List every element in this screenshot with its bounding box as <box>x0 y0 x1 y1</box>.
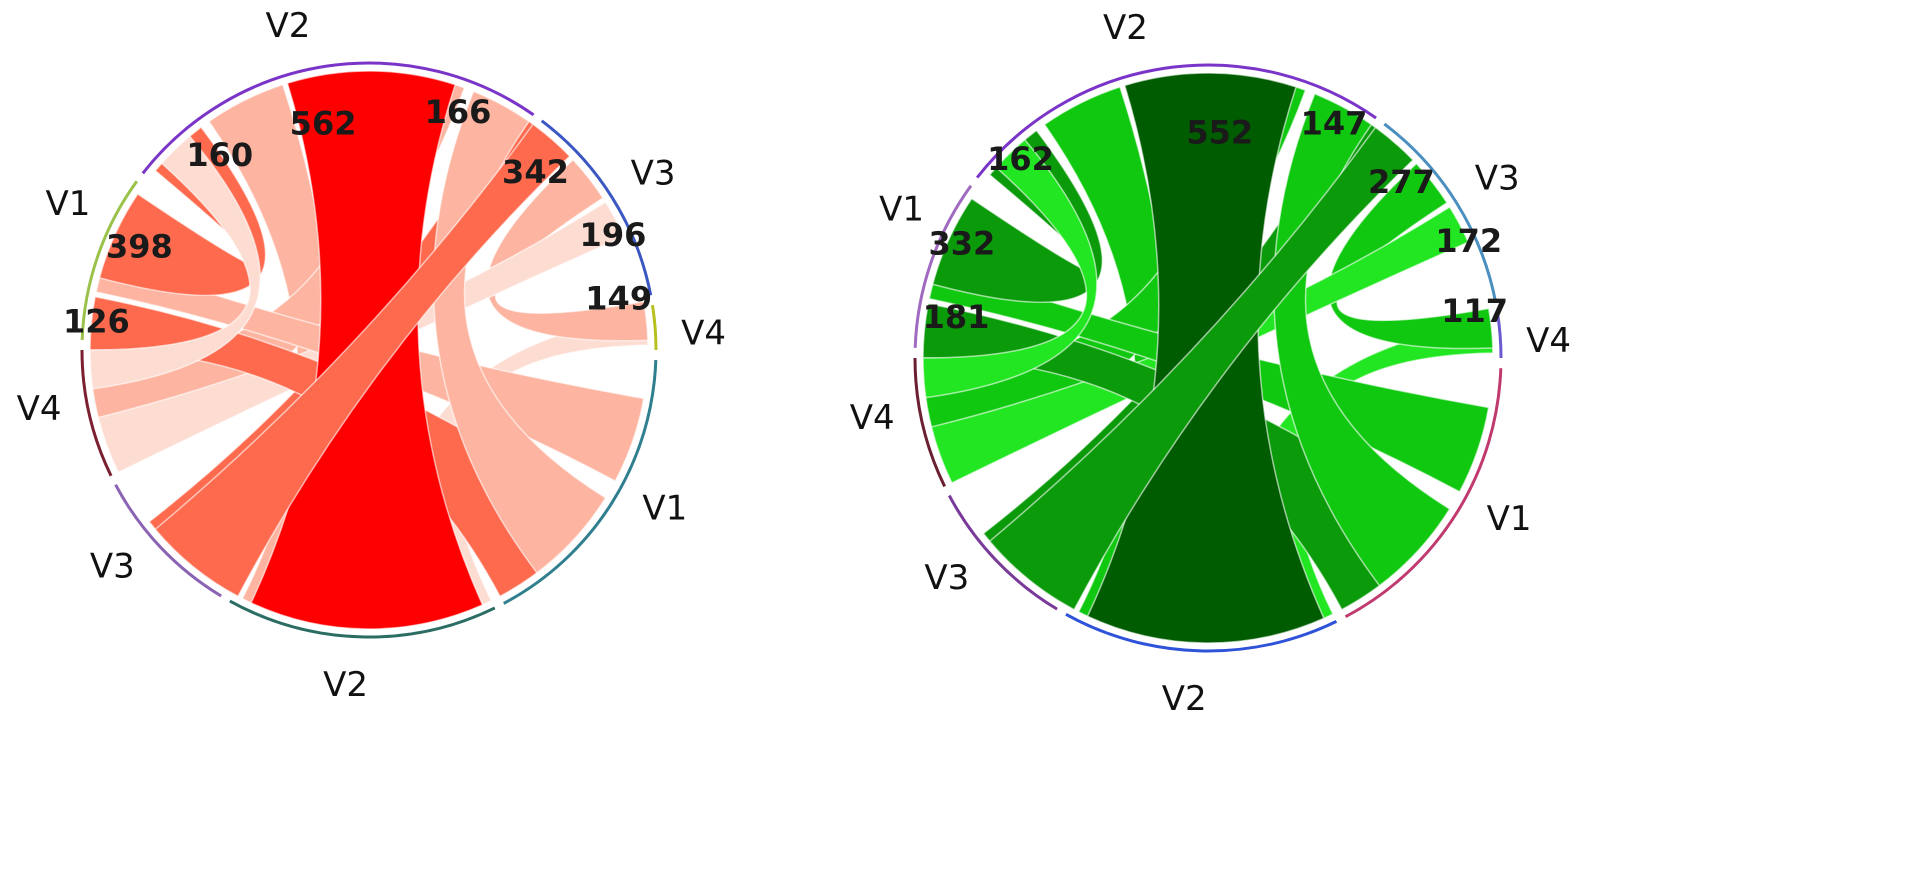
segment-arc <box>1065 612 1338 653</box>
flow-value-label: 160 <box>186 136 253 174</box>
segment-label: V2 <box>266 6 311 46</box>
segment-label: V1 <box>879 190 924 230</box>
segment-arc <box>114 484 222 598</box>
segment-label: V4 <box>1526 321 1571 361</box>
segment-arc <box>1383 122 1498 303</box>
segment-label: V2 <box>323 665 368 705</box>
segment-label: V4 <box>850 398 895 438</box>
segment-label: V1 <box>1487 499 1532 539</box>
segment-arc <box>975 63 1377 179</box>
segment-arc <box>913 357 947 488</box>
segment-arc <box>540 119 653 296</box>
chord-ribbon <box>154 123 571 598</box>
flow-value-label: 277 <box>1368 163 1435 201</box>
segment-arc <box>80 349 113 477</box>
segment-arc <box>650 304 658 351</box>
flow-value-label: 147 <box>1301 105 1368 143</box>
segment-label: V4 <box>681 313 726 353</box>
flow-value-label: 332 <box>928 225 995 263</box>
chord-ribbon <box>89 135 261 390</box>
flow-value-label: 117 <box>1441 292 1508 330</box>
segment-arc <box>80 180 139 341</box>
flow-value-label: 181 <box>923 298 990 336</box>
flow-value-label: 342 <box>502 153 569 191</box>
chord-ribbon <box>988 126 1415 611</box>
segment-label: V2 <box>1162 679 1207 719</box>
segment-label: V3 <box>924 558 969 598</box>
flow-value-label: 562 <box>290 104 357 142</box>
segment-arc <box>141 61 535 175</box>
flow-value-label: 162 <box>987 140 1054 178</box>
flow-value-label: 126 <box>63 302 130 340</box>
segment-arc <box>503 359 658 605</box>
segment-arc <box>229 599 496 639</box>
segment-label: V4 <box>17 389 62 429</box>
flow-value-label: 149 <box>585 279 652 317</box>
flow-value-label: 552 <box>1186 113 1253 151</box>
flow-value-label: 398 <box>106 228 173 266</box>
segment-label: V3 <box>1475 158 1520 198</box>
flow-value-label: 196 <box>580 216 647 254</box>
chord-diagram-1: V2 V3 V4 V1 V2 V3 V4 V1 562 166 342 196 149 398 160 126 <box>17 6 726 705</box>
segment-arc <box>947 494 1058 611</box>
flow-value-label: 166 <box>425 93 492 131</box>
segment-arc <box>1495 311 1503 359</box>
segment-label: V3 <box>90 546 135 586</box>
segment-label: V2 <box>1103 8 1148 48</box>
segment-label: V1 <box>642 488 687 528</box>
chord-ribbon <box>922 138 1098 399</box>
segment-arc <box>1344 368 1503 619</box>
segment-label: V3 <box>631 153 676 193</box>
segment-label: V1 <box>45 184 90 224</box>
segment-arc <box>913 184 973 348</box>
flow-value-label: 172 <box>1435 222 1502 260</box>
